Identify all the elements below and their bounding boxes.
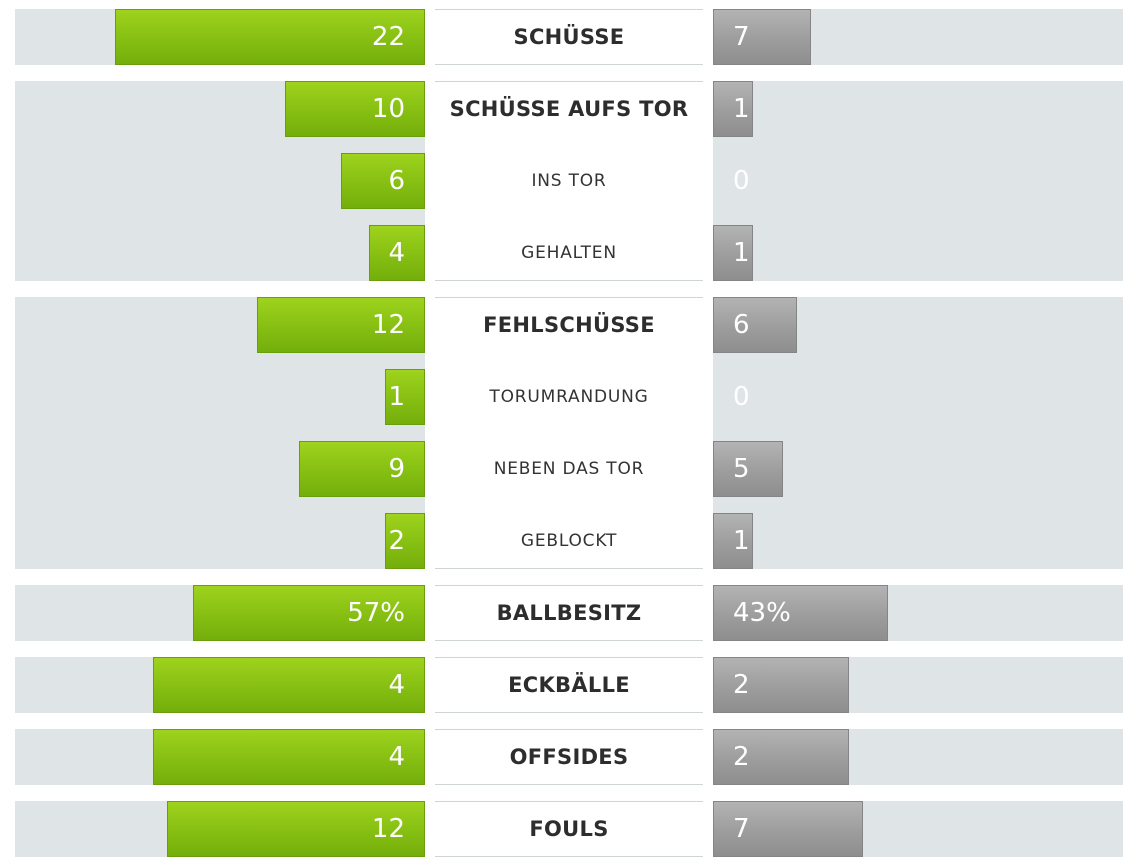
stat-label: SCHÜSSE AUFS TOR (449, 97, 689, 121)
stat-label: ECKBÄLLE (508, 673, 630, 697)
stat-label-cell: SCHÜSSE AUFS TOR (435, 81, 703, 137)
home-bar-track: 4 (15, 729, 425, 785)
away-value: 7 (733, 814, 750, 844)
stat-label-cell: BALLBESITZ (435, 585, 703, 641)
away-bar-track: 1 (713, 497, 1123, 569)
stat-row: 2 GEBLOCKT 1 (0, 497, 1142, 569)
home-value: 12 (371, 814, 405, 844)
away-value-bar (713, 513, 753, 569)
home-value: 9 (388, 454, 405, 484)
stat-label-cell: OFFSIDES (435, 729, 703, 785)
home-value: 4 (388, 670, 405, 700)
away-value-bar (713, 441, 783, 497)
stat-row: 4 ECKBÄLLE 2 (0, 657, 1142, 713)
away-value-bar (713, 657, 849, 713)
stat-label-cell: FEHLSCHÜSSE (435, 297, 703, 353)
away-bar-track: 7 (713, 801, 1123, 857)
away-value-bar (713, 81, 753, 137)
home-value-bar (369, 225, 425, 281)
stat-label-cell: TORUMRANDUNG (435, 369, 703, 425)
home-value: 1 (388, 382, 405, 412)
home-value: 6 (388, 166, 405, 196)
away-value: 7 (733, 22, 750, 52)
home-value: 57% (347, 598, 405, 628)
stat-label-cell: NEBEN DAS TOR (435, 441, 703, 497)
stat-row: 9 NEBEN DAS TOR 5 (0, 425, 1142, 513)
away-bar-track: 7 (713, 9, 1123, 65)
home-value-bar (153, 729, 425, 785)
away-value-bar (713, 9, 811, 65)
stat-row: 4 GEHALTEN 1 (0, 209, 1142, 281)
stat-label: GEHALTEN (521, 243, 617, 263)
stat-label-cell: ECKBÄLLE (435, 657, 703, 713)
home-value: 12 (371, 310, 405, 340)
stat-label: NEBEN DAS TOR (493, 459, 645, 479)
home-value-bar (257, 297, 425, 353)
home-bar-track: 4 (15, 657, 425, 713)
away-bar-track: 43% (713, 585, 1123, 641)
home-value: 4 (388, 742, 405, 772)
stat-label-cell: FOULS (435, 801, 703, 857)
home-value-bar (285, 81, 425, 137)
away-value: 0 (733, 382, 750, 412)
away-value: 1 (733, 94, 750, 124)
stat-label: FEHLSCHÜSSE (483, 313, 655, 337)
away-value: 6 (733, 310, 750, 340)
away-value-bar (713, 585, 888, 641)
away-value: 1 (733, 238, 750, 268)
stat-label-cell: SCHÜSSE (435, 9, 703, 65)
away-value-bar (713, 729, 849, 785)
stat-row: 22 SCHÜSSE 7 (0, 9, 1142, 65)
home-value-bar (385, 513, 425, 569)
home-value-bar (153, 657, 425, 713)
away-value: 2 (733, 742, 750, 772)
stat-row: 57% BALLBESITZ 43% (0, 585, 1142, 641)
home-value-bar (167, 801, 425, 857)
away-bar-track: 2 (713, 729, 1123, 785)
away-value: 43% (733, 598, 791, 628)
away-value: 2 (733, 670, 750, 700)
stat-row: 12 FOULS 7 (0, 801, 1142, 857)
stat-label-cell: GEHALTEN (435, 225, 703, 281)
home-bar-track: 2 (15, 497, 425, 569)
home-bar-track: 4 (15, 209, 425, 281)
away-value: 1 (733, 526, 750, 556)
stat-row: 6 INS TOR 0 (0, 137, 1142, 225)
home-bar-track: 12 (15, 801, 425, 857)
home-value: 22 (371, 22, 405, 52)
stat-label-cell: INS TOR (435, 153, 703, 209)
home-value: 10 (371, 94, 405, 124)
home-bar-track: 22 (15, 9, 425, 65)
away-bar-track: 2 (713, 657, 1123, 713)
stat-label: OFFSIDES (509, 745, 629, 769)
home-value: 4 (388, 238, 405, 268)
away-value-bar (713, 801, 863, 857)
away-value-bar (713, 225, 753, 281)
stat-row: 10 SCHÜSSE AUFS TOR 1 (0, 81, 1142, 153)
away-value-bar (713, 297, 797, 353)
stat-row: 12 FEHLSCHÜSSE 6 (0, 297, 1142, 369)
home-bar-track: 57% (15, 585, 425, 641)
stat-row: 4 OFFSIDES 2 (0, 729, 1142, 785)
stat-label: SCHÜSSE (513, 25, 625, 49)
home-value: 2 (388, 526, 405, 556)
away-value: 5 (733, 454, 750, 484)
stat-row: 1 TORUMRANDUNG 0 (0, 353, 1142, 441)
home-value-bar (385, 369, 425, 425)
stat-label: INS TOR (531, 171, 607, 191)
stat-label: GEBLOCKT (520, 531, 618, 551)
stat-label: FOULS (529, 817, 609, 841)
home-value-bar (341, 153, 425, 209)
away-value: 0 (733, 166, 750, 196)
home-value-bar (193, 585, 425, 641)
stat-label: BALLBESITZ (496, 601, 642, 625)
away-bar-track: 1 (713, 209, 1123, 281)
stat-label-cell: GEBLOCKT (435, 513, 703, 569)
stat-label: TORUMRANDUNG (489, 387, 649, 407)
home-value-bar (299, 441, 425, 497)
home-value-bar (115, 9, 425, 65)
